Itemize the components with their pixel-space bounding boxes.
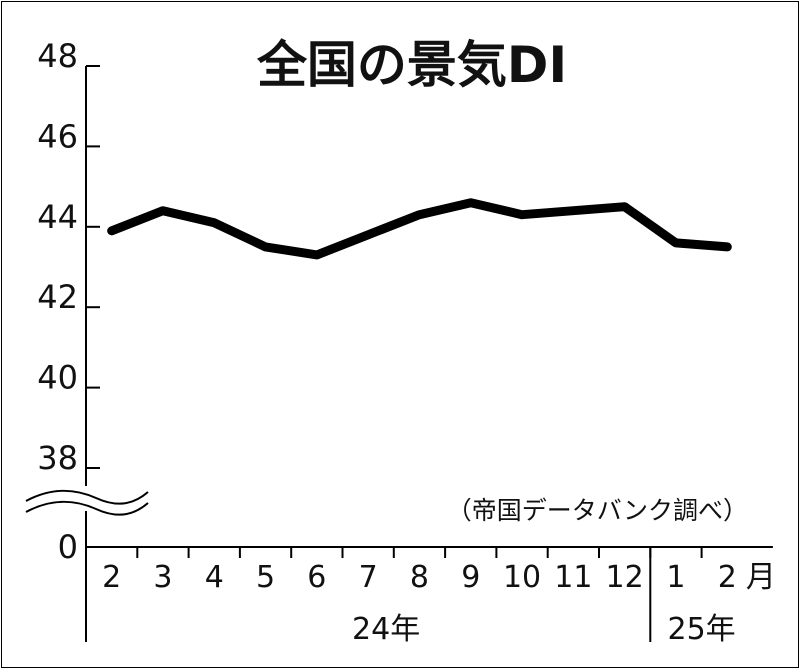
data-point (213, 222, 215, 224)
year-group-label: 24年 (352, 612, 420, 647)
data-point (572, 210, 574, 212)
data-point (726, 246, 728, 248)
x-tick-label: 9 (461, 560, 480, 595)
y-axis: 48 46 44 42 40 38 0 (25, 37, 149, 642)
x-tick-label: 5 (256, 560, 275, 595)
x-tick-label: 7 (359, 560, 378, 595)
y-tick-label-42: 42 (37, 278, 78, 316)
x-tick-label: 1 (666, 560, 685, 595)
year-group-label: 25年 (668, 612, 736, 647)
x-tick-label: 8 (410, 560, 429, 595)
chart-title: 全国の景気DI (256, 36, 567, 94)
y-tick-label-46: 46 (37, 117, 78, 155)
series-layer (107, 198, 732, 260)
x-unit-label: 月 (746, 560, 776, 595)
data-point (367, 234, 369, 236)
y-tick-label-38: 38 (37, 439, 78, 477)
series-line (107, 198, 732, 260)
y-tick-label-44: 44 (37, 198, 78, 236)
x-tick-label: 4 (205, 560, 224, 595)
x-tick-label: 3 (153, 560, 172, 595)
x-tick-label: 12 (606, 560, 644, 595)
data-point (162, 210, 164, 212)
axis-break-line-top (25, 489, 149, 505)
data-point (675, 242, 677, 244)
data-point (316, 254, 318, 256)
x-tick-label: 6 (307, 560, 326, 595)
data-point (470, 202, 472, 204)
x-tick-label: 10 (503, 560, 541, 595)
data-point (111, 230, 113, 232)
data-point (265, 246, 267, 248)
data-point (624, 206, 626, 208)
data-point (418, 214, 420, 216)
x-tick-label: 2 (102, 560, 121, 595)
data-point (521, 214, 523, 216)
y-zero-label: 0 (58, 528, 78, 566)
source-note: （帝国データバンク調べ） (447, 496, 748, 525)
y-tick-label-48: 48 (37, 37, 78, 75)
x-tick-label: 2 (718, 560, 737, 595)
y-tick-label-40: 40 (37, 359, 78, 397)
x-tick-label: 11 (554, 560, 592, 595)
axis-break-line-bottom (25, 500, 149, 516)
